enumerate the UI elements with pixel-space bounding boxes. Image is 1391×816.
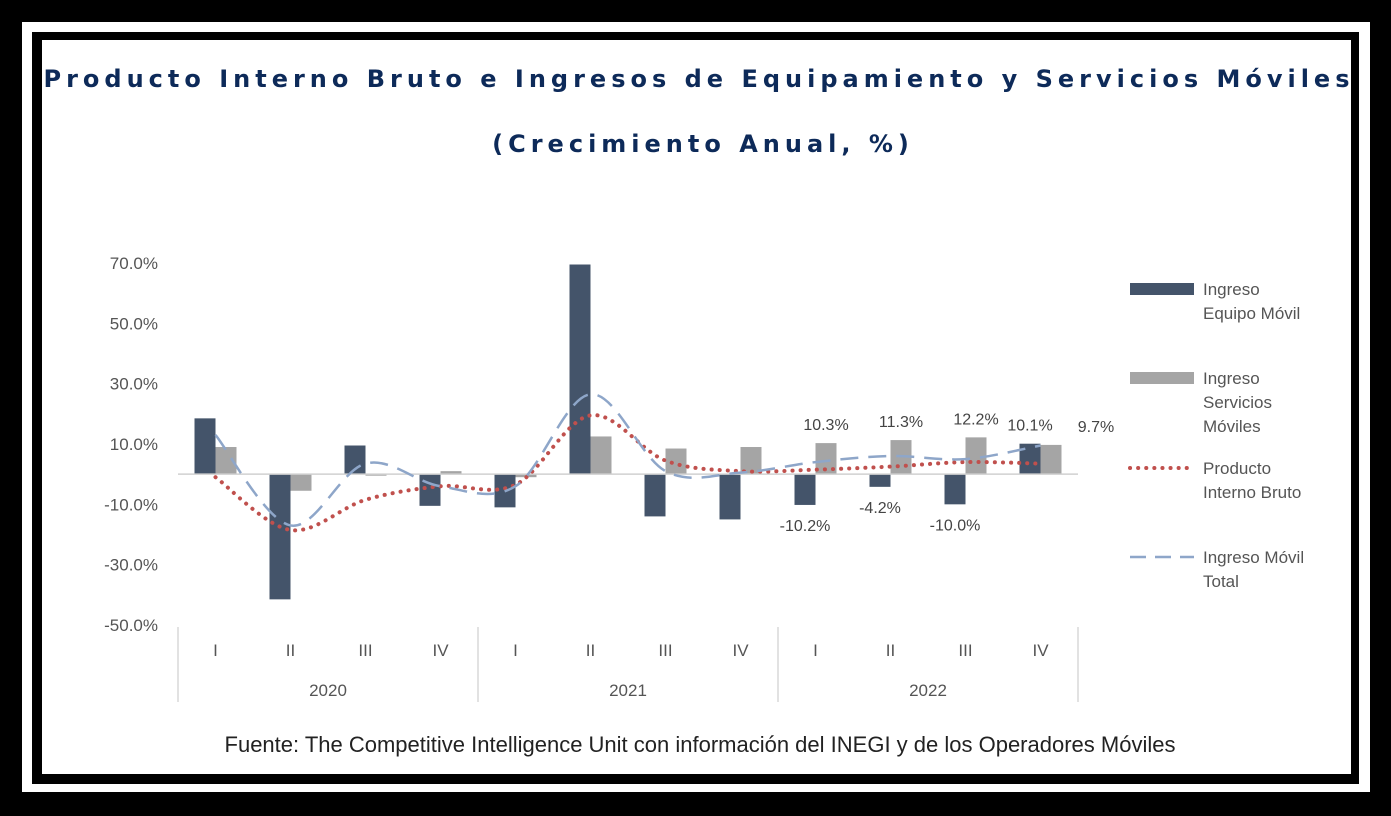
legend-label: Ingreso — [1203, 369, 1260, 388]
legend-label: Móviles — [1203, 417, 1261, 436]
x-tick-label: III — [358, 641, 372, 660]
legend-label: Servicios — [1203, 393, 1272, 412]
data-label: 9.7% — [1078, 419, 1114, 436]
x-tick-label: II — [286, 641, 295, 660]
legend-label: Total — [1203, 572, 1239, 591]
bar-equipo-movil — [719, 474, 741, 520]
data-label: -10.0% — [930, 517, 981, 534]
y-axis: 70.0% 50.0% 30.0% 10.0% -10.0% -30.0% -50.0% — [104, 254, 158, 635]
y-tick-label: 30.0% — [110, 375, 158, 394]
bar-servicios-moviles — [815, 443, 837, 475]
bar-servicios-moviles — [290, 474, 312, 491]
x-tick-label: I — [513, 641, 518, 660]
y-tick-label: 70.0% — [110, 254, 158, 273]
bar-equipo-movil — [194, 418, 216, 475]
y-tick-label: -50.0% — [104, 616, 158, 635]
legend-swatch — [1130, 283, 1194, 295]
series-lines — [213, 392, 1043, 533]
x-group-label: 2022 — [909, 681, 947, 700]
x-tick-label: I — [813, 641, 818, 660]
x-tick-label: II — [886, 641, 895, 660]
bar-servicios-moviles — [590, 436, 612, 475]
legend-swatch — [1130, 372, 1194, 384]
x-group-label: 2020 — [309, 681, 347, 700]
legend-label: Ingreso Móvil — [1203, 548, 1304, 567]
bar-servicios-moviles — [365, 474, 387, 476]
bar-equipo-movil — [644, 474, 666, 517]
bar-equipo-movil — [569, 264, 591, 475]
chart-subtitle: (Crecimiento Anual, %) — [492, 130, 914, 158]
source-note: Fuente: The Competitive Intelligence Uni… — [225, 732, 1176, 757]
y-tick-label: -30.0% — [104, 556, 158, 575]
bars — [194, 264, 1062, 600]
legend: Ingreso Equipo Móvil Ingreso Servicios Móvil… — [1128, 280, 1304, 591]
data-label: 11.3% — [879, 414, 923, 431]
legend-label: Ingreso — [1203, 280, 1260, 299]
legend-label: Producto — [1203, 459, 1271, 478]
data-label: 10.1% — [1007, 418, 1052, 435]
bar-equipo-movil — [794, 474, 816, 505]
x-tick-label: III — [958, 641, 972, 660]
data-labels: -10.2% -4.2% -10.0% 10.1% 10.3% 11.3% 12.2% 9.7… — [780, 411, 1115, 535]
bar-equipo-movil — [269, 474, 291, 600]
bar-equipo-movil — [419, 474, 441, 506]
y-tick-label: 50.0% — [110, 314, 158, 333]
bar-servicios-moviles — [965, 437, 987, 475]
data-label: 10.3% — [803, 417, 848, 434]
bar-servicios-moviles — [1040, 444, 1062, 475]
bar-servicios-moviles — [215, 447, 237, 475]
bar-servicios-moviles — [440, 471, 462, 475]
data-label: 12.2% — [953, 411, 998, 428]
y-tick-label: -10.0% — [104, 495, 158, 514]
legend-label: Interno Bruto — [1203, 483, 1301, 502]
chart-card — [42, 40, 1351, 774]
chart-title: Producto Interno Bruto e Ingresos de Equ… — [43, 65, 1354, 93]
x-tick-label: IV — [732, 641, 749, 660]
legend-label: Equipo Móvil — [1203, 304, 1300, 323]
data-label: -10.2% — [780, 518, 831, 535]
x-group-label: 2021 — [609, 681, 647, 700]
line-pib — [213, 413, 1043, 533]
x-tick-label: IV — [432, 641, 449, 660]
bar-equipo-movil — [944, 474, 966, 505]
x-tick-label: I — [213, 641, 218, 660]
bar-equipo-movil — [869, 474, 891, 487]
bar-servicios-moviles — [665, 448, 687, 475]
x-tick-label: III — [658, 641, 672, 660]
y-tick-label: 10.0% — [110, 435, 158, 454]
x-tick-label: IV — [1032, 641, 1049, 660]
bar-servicios-moviles — [740, 447, 762, 475]
data-label: -4.2% — [859, 500, 901, 517]
bar-equipo-movil — [1019, 443, 1041, 475]
x-tick-label: II — [586, 641, 595, 660]
